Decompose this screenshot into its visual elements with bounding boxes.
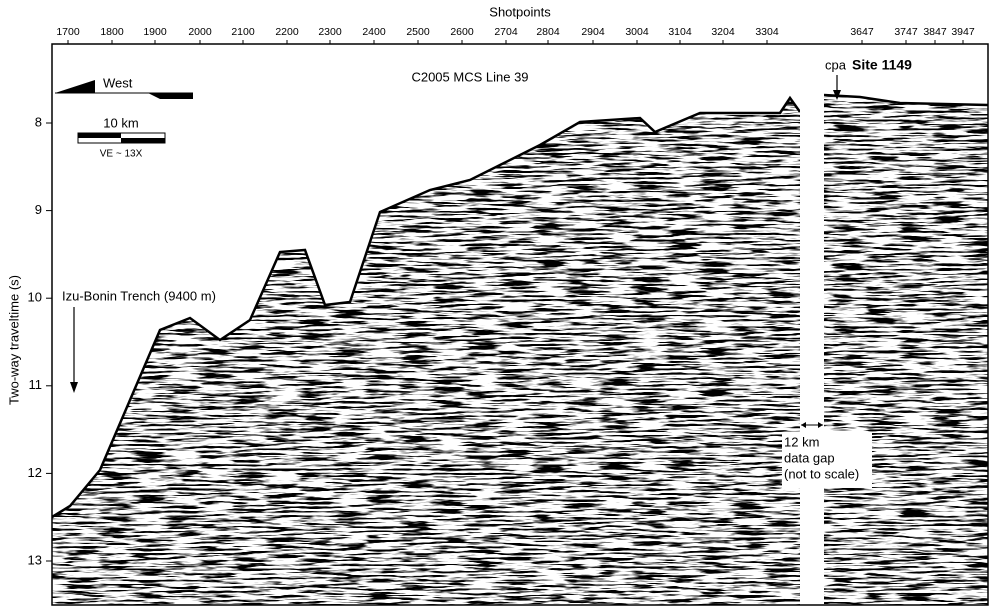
x-tick-label: 2600: [450, 26, 474, 38]
x-tick-label: 2000: [188, 26, 212, 38]
x-tick-label: 3747: [894, 26, 918, 38]
x-tick-label: 3304: [755, 26, 779, 38]
x-tick-label: 3204: [711, 26, 735, 38]
x-tick-label: 1900: [143, 26, 167, 38]
scale-note: VE ~ 13X: [100, 149, 143, 160]
y-tick-label: 13: [28, 552, 42, 567]
trench-label: Izu-Bonin Trench (9400 m): [62, 288, 216, 303]
y-tick-label: 10: [28, 290, 42, 305]
frame: [51, 43, 989, 606]
x-tick-label: 2300: [318, 26, 342, 38]
x-tick-label: 3104: [668, 26, 692, 38]
gap-label: (not to scale): [784, 466, 859, 481]
y-axis-label: Two-way traveltime (s): [6, 275, 21, 405]
arrow-head: [70, 382, 78, 393]
y-tick-label: 12: [28, 465, 42, 480]
x-tick-label: 2100: [231, 26, 255, 38]
scale-bar-fill: [78, 133, 121, 138]
x-tick-label: 2804: [536, 26, 560, 38]
x-axis-label: Shotpoints: [489, 4, 551, 19]
scale-label: 10 km: [103, 115, 138, 130]
x-tick-label: 3004: [625, 26, 649, 38]
x-tick-label: 3847: [923, 26, 947, 38]
seafloor: [51, 93, 989, 519]
x-tick-label: 2704: [494, 26, 518, 38]
site-prefix: cpa: [825, 57, 847, 72]
site-label: Site 1149: [852, 57, 912, 73]
y-tick-label: 8: [35, 114, 42, 129]
x-tick-label: 2200: [275, 26, 299, 38]
gap-label: 12 km: [784, 434, 819, 449]
x-tick-label: 2904: [581, 26, 605, 38]
gap-label: data gap: [784, 450, 835, 465]
direction: West: [103, 75, 133, 90]
y-tick-label: 9: [35, 202, 42, 217]
gap-box: [782, 432, 872, 488]
x-tick-label: 2500: [406, 26, 430, 38]
y-tick-label: 11: [29, 377, 43, 392]
arrow-head: [801, 422, 823, 428]
x-tick-label: 2400: [362, 26, 386, 38]
x-tick-label: 3647: [850, 26, 874, 38]
west-arrow: [55, 80, 193, 99]
x-tick-label: 1700: [56, 26, 80, 38]
scale-bar-fill: [121, 138, 165, 143]
seismic-data: [52, 95, 988, 605]
x-tick-label: 1800: [100, 26, 124, 38]
arrow-head: [833, 90, 841, 100]
title: C2005 MCS Line 39: [411, 69, 528, 84]
data-gap: [800, 44, 824, 605]
x-tick-label: 3947: [951, 26, 975, 38]
